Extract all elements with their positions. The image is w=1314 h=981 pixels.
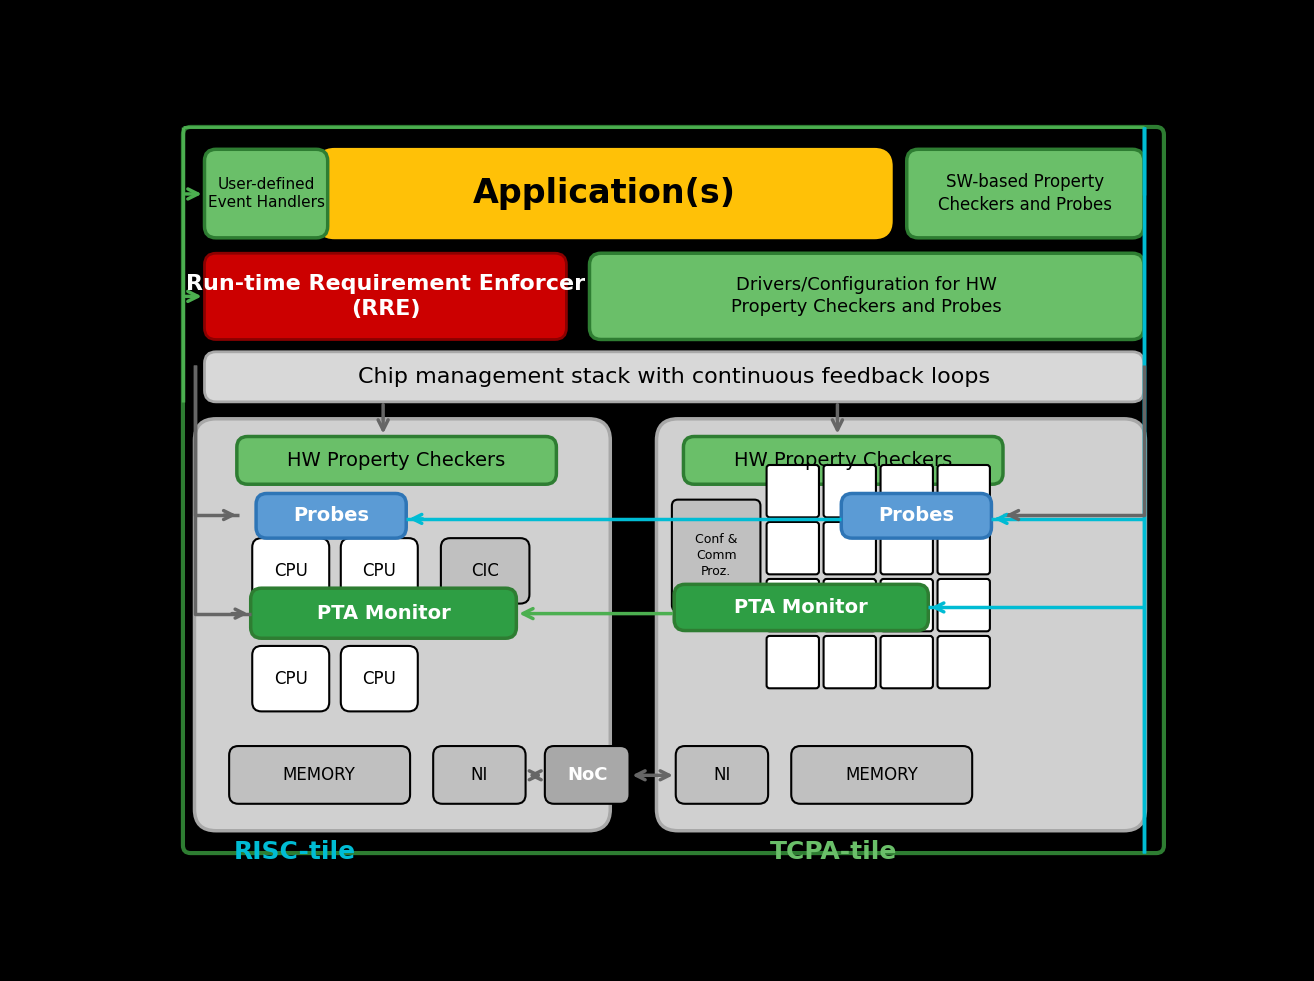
Text: Drivers/Configuration for HW
Property Checkers and Probes: Drivers/Configuration for HW Property Ch… (732, 277, 1003, 317)
Text: HW Property Checkers: HW Property Checkers (288, 451, 506, 470)
Text: Probes: Probes (878, 506, 954, 525)
Text: CPU: CPU (273, 562, 307, 580)
Text: RISC-tile: RISC-tile (234, 840, 356, 863)
FancyBboxPatch shape (880, 636, 933, 689)
FancyBboxPatch shape (937, 636, 989, 689)
Text: MEMORY: MEMORY (283, 766, 356, 784)
FancyBboxPatch shape (590, 253, 1144, 339)
FancyBboxPatch shape (766, 465, 819, 517)
FancyBboxPatch shape (237, 437, 556, 485)
FancyBboxPatch shape (880, 579, 933, 632)
Text: SW-based Property
Checkers and Probes: SW-based Property Checkers and Probes (938, 174, 1113, 214)
FancyBboxPatch shape (545, 746, 629, 803)
FancyBboxPatch shape (252, 645, 330, 711)
FancyBboxPatch shape (937, 522, 989, 574)
FancyBboxPatch shape (841, 493, 992, 539)
FancyBboxPatch shape (252, 539, 330, 603)
FancyBboxPatch shape (205, 149, 327, 237)
Text: NoC: NoC (566, 766, 607, 784)
Text: Application(s): Application(s) (473, 177, 736, 210)
FancyBboxPatch shape (683, 437, 1003, 485)
Text: CPU: CPU (363, 670, 397, 688)
FancyBboxPatch shape (907, 149, 1144, 237)
FancyBboxPatch shape (229, 746, 410, 803)
Text: Conf &
Comm
Proz.: Conf & Comm Proz. (695, 533, 737, 578)
Text: NI: NI (714, 766, 731, 784)
FancyBboxPatch shape (442, 539, 530, 603)
FancyBboxPatch shape (880, 522, 933, 574)
FancyBboxPatch shape (671, 499, 761, 611)
FancyBboxPatch shape (824, 465, 876, 517)
FancyBboxPatch shape (256, 493, 406, 539)
Text: TCPA-tile: TCPA-tile (770, 840, 897, 863)
FancyBboxPatch shape (340, 539, 418, 603)
FancyBboxPatch shape (766, 522, 819, 574)
Text: CPU: CPU (273, 670, 307, 688)
Text: User-defined
Event Handlers: User-defined Event Handlers (208, 177, 325, 210)
FancyBboxPatch shape (824, 522, 876, 574)
Text: NI: NI (470, 766, 487, 784)
FancyBboxPatch shape (205, 352, 1144, 402)
Text: CPU: CPU (363, 562, 397, 580)
Text: CIC: CIC (470, 562, 499, 580)
Text: PTA Monitor: PTA Monitor (735, 598, 869, 617)
FancyBboxPatch shape (791, 746, 972, 803)
FancyBboxPatch shape (194, 419, 610, 831)
Text: Probes: Probes (293, 506, 369, 525)
Text: Chip management stack with continuous feedback loops: Chip management stack with continuous fe… (359, 367, 991, 387)
FancyBboxPatch shape (766, 579, 819, 632)
FancyBboxPatch shape (937, 579, 989, 632)
FancyBboxPatch shape (766, 636, 819, 689)
FancyBboxPatch shape (880, 465, 933, 517)
FancyBboxPatch shape (674, 585, 928, 631)
FancyBboxPatch shape (318, 149, 891, 237)
Text: MEMORY: MEMORY (845, 766, 917, 784)
Text: Run-time Requirement Enforcer
(RRE): Run-time Requirement Enforcer (RRE) (185, 274, 585, 319)
FancyBboxPatch shape (340, 645, 418, 711)
FancyBboxPatch shape (434, 746, 526, 803)
FancyBboxPatch shape (824, 579, 876, 632)
Text: HW Property Checkers: HW Property Checkers (735, 451, 953, 470)
Text: PTA Monitor: PTA Monitor (317, 603, 451, 623)
FancyBboxPatch shape (657, 419, 1146, 831)
FancyBboxPatch shape (675, 746, 769, 803)
FancyBboxPatch shape (824, 636, 876, 689)
FancyBboxPatch shape (251, 589, 516, 639)
FancyBboxPatch shape (937, 465, 989, 517)
FancyBboxPatch shape (205, 253, 566, 339)
